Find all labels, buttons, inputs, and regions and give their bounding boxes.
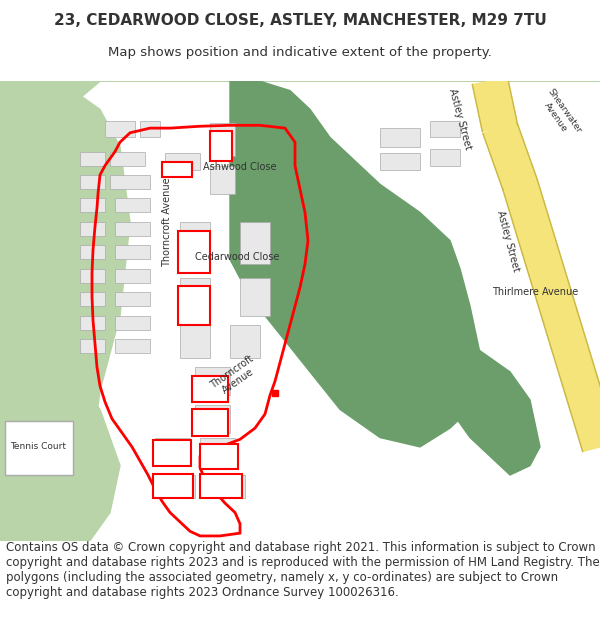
Bar (430, 121, 460, 138)
Bar (115, 269, 150, 282)
Text: Thorncroft
Avenue: Thorncroft Avenue (208, 353, 262, 400)
Bar (230, 325, 260, 357)
Bar (153, 474, 193, 498)
Bar (115, 198, 150, 212)
Text: Tennis Court: Tennis Court (10, 442, 66, 451)
Polygon shape (230, 81, 480, 447)
Bar (80, 245, 105, 259)
Bar (155, 475, 195, 499)
Bar (205, 475, 245, 499)
Bar (5, 421, 73, 475)
Bar (110, 151, 145, 166)
Bar (80, 175, 105, 189)
Bar (155, 438, 190, 466)
Polygon shape (563, 377, 600, 451)
Bar (153, 440, 191, 466)
Bar (240, 278, 270, 316)
Bar (210, 166, 235, 194)
Bar (195, 405, 230, 432)
Bar (115, 292, 150, 306)
Bar (110, 175, 150, 189)
Bar (80, 316, 105, 330)
Text: Shearwater
Avenue: Shearwater Avenue (537, 87, 583, 141)
Polygon shape (483, 122, 537, 190)
Text: Thirlmere Avenue: Thirlmere Avenue (492, 288, 578, 297)
Bar (80, 222, 105, 236)
Bar (178, 286, 210, 325)
Polygon shape (0, 81, 600, 166)
Bar (115, 245, 150, 259)
Text: 23, CEDARWOOD CLOSE, ASTLEY, MANCHESTER, M29 7TU: 23, CEDARWOOD CLOSE, ASTLEY, MANCHESTER,… (53, 12, 547, 28)
Bar (80, 292, 105, 306)
Bar (180, 222, 210, 264)
Bar (380, 153, 420, 170)
Bar (200, 474, 242, 498)
Bar (80, 151, 105, 166)
Bar (430, 149, 460, 166)
Text: Contains OS data © Crown copyright and database right 2021. This information is : Contains OS data © Crown copyright and d… (6, 541, 600, 599)
Polygon shape (270, 184, 540, 475)
Text: Astley Street: Astley Street (495, 209, 521, 272)
Bar (165, 153, 200, 170)
Bar (115, 316, 150, 330)
Bar (192, 376, 228, 402)
Bar (210, 123, 235, 156)
Polygon shape (0, 81, 130, 494)
Bar (80, 198, 105, 212)
Bar (195, 367, 230, 395)
Bar (105, 121, 135, 138)
Bar (180, 325, 210, 357)
Bar (210, 131, 232, 161)
Text: Cedarwood Close: Cedarwood Close (195, 253, 279, 262)
Bar (80, 339, 105, 353)
Polygon shape (542, 311, 598, 386)
Bar (180, 278, 210, 316)
Bar (80, 269, 105, 282)
Bar (115, 222, 150, 236)
Text: Map shows position and indicative extent of the property.: Map shows position and indicative extent… (108, 46, 492, 59)
Bar (200, 444, 238, 469)
Polygon shape (503, 180, 557, 254)
Text: Thorncroft Avenue: Thorncroft Avenue (162, 177, 172, 267)
Bar (178, 231, 210, 273)
Text: Ashwood Close: Ashwood Close (203, 162, 277, 172)
Bar (140, 121, 160, 138)
Bar (192, 409, 228, 436)
Bar (162, 162, 192, 177)
Bar (200, 438, 235, 466)
Polygon shape (523, 246, 577, 320)
Polygon shape (472, 78, 518, 131)
Polygon shape (0, 353, 120, 541)
Text: Astley Street: Astley Street (447, 87, 473, 151)
Bar (380, 128, 420, 147)
Bar (240, 222, 270, 264)
Bar (115, 339, 150, 353)
